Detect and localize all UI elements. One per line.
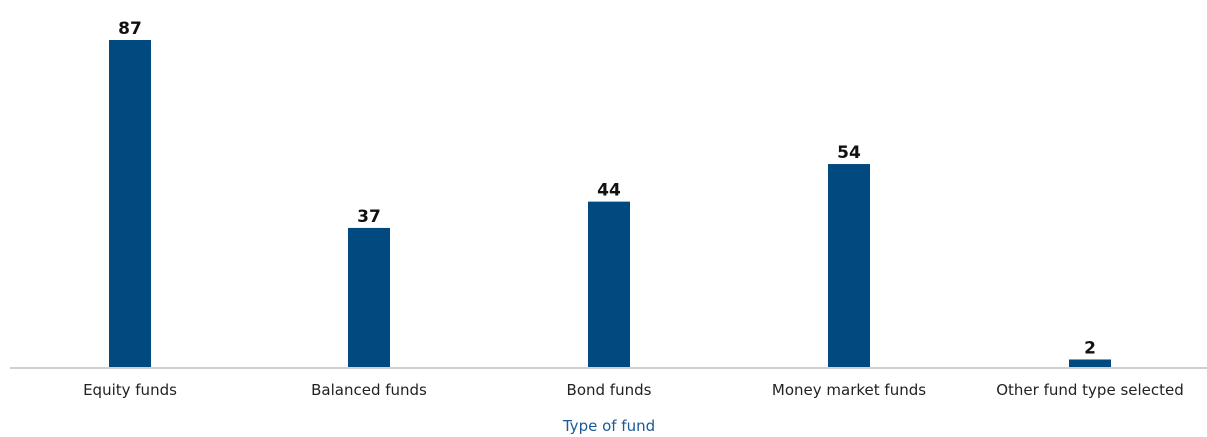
bar-bond-funds	[588, 201, 630, 367]
bar-equity-funds	[109, 40, 151, 367]
tick-label-bond-funds: Bond funds	[567, 381, 652, 399]
x-axis-title: Type of fund	[562, 417, 655, 435]
tick-label-other-fund-type-selected: Other fund type selected	[996, 381, 1184, 399]
bars-group	[109, 40, 1111, 367]
value-label-balanced-funds: 37	[357, 207, 381, 227]
tick-label-balanced-funds: Balanced funds	[311, 381, 427, 399]
value-label-other-fund-type-selected: 2	[1084, 338, 1096, 358]
bar-money-market-funds	[828, 164, 870, 367]
bar-balanced-funds	[348, 227, 390, 367]
tick-label-equity-funds: Equity funds	[83, 381, 177, 399]
value-labels-group: 87 37 44 54 2	[118, 19, 1096, 358]
value-label-equity-funds: 87	[118, 19, 142, 39]
value-label-bond-funds: 44	[597, 181, 621, 201]
x-tick-labels-group: Equity funds Balanced funds Bond funds Mone…	[83, 381, 1184, 399]
bar-other-fund-type-selected	[1069, 359, 1111, 367]
tick-label-money-market-funds: Money market funds	[772, 381, 926, 399]
value-label-money-market-funds: 54	[837, 143, 861, 163]
